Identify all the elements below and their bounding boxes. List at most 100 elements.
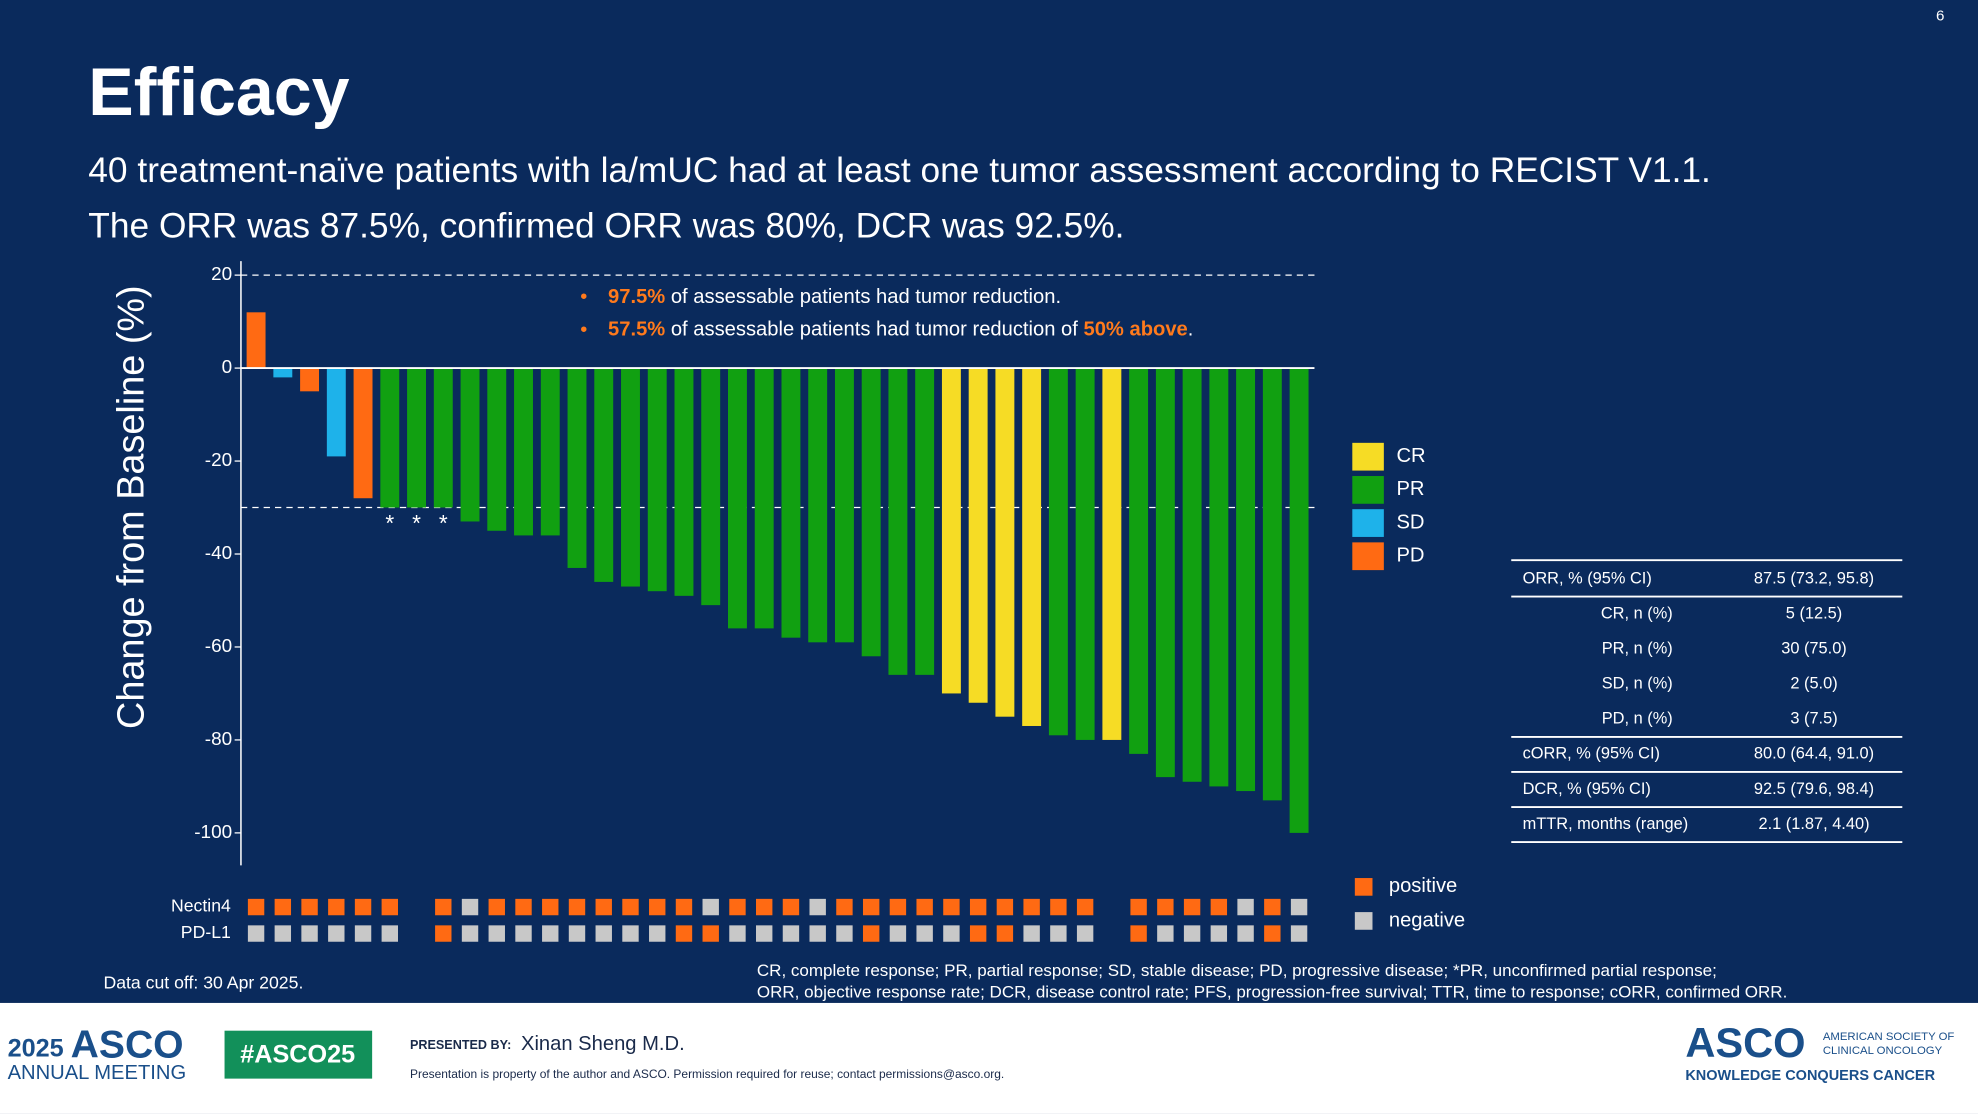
y-tick-label: 20 [211,264,232,285]
bar [1102,368,1122,740]
table-label: ORR, % (95% CI) [1523,569,1652,587]
note: * [439,510,448,536]
biomarker-cell [488,898,505,916]
table-value: 2 (5.0) [1790,675,1837,693]
biomarker-cell [809,925,826,942]
table-label: CR, n (%) [1601,604,1673,622]
society: CLINICAL ONCOLOGY [1823,1045,1943,1057]
logo: ASCO [1685,1019,1805,1066]
bar [781,368,801,638]
y-tick-label: -100 [194,822,232,843]
tagline: KNOWLEDGE CONQUERS CANCER [1685,1068,1935,1084]
hashtag: #ASCO25 [240,1041,355,1069]
note: * [385,510,394,536]
biomarker-cell [1290,925,1308,942]
biomarker-cell [969,925,987,942]
bar [621,368,640,587]
presenter: Xinan Sheng M.D. [521,1033,685,1055]
legend-label: CR [1396,445,1425,467]
biomarker-cell [595,925,612,942]
callout-text: . [1188,319,1194,341]
legend-swatch [1352,476,1384,504]
table-label: PR, n (%) [1602,640,1673,658]
bar [433,368,453,508]
biomarker-cell [649,925,666,942]
biomarker-cell [381,898,398,916]
biomarker-cell [836,925,853,942]
biomarker-cell [649,898,666,916]
biomarker-cell [1237,925,1254,942]
legend-swatch [1354,912,1373,930]
biomarker-cell [1210,925,1228,942]
footer-meeting: ANNUAL MEETING [8,1062,187,1084]
bar [834,368,854,643]
biomarker-cell [381,925,398,942]
biomarker-cell [675,925,693,942]
subtitle: The ORR was 87.5%, confirmed ORR was 80%… [88,207,1124,246]
biomarker-cell [435,898,452,916]
bar [594,368,614,582]
table-value: 80.0 (64.4, 91.0) [1754,745,1874,763]
biomarker-cell [461,898,479,916]
biomarker-cell [274,925,292,942]
callout-text: of assessable patients had tumor reducti… [665,286,1061,308]
legend-swatch [1354,878,1373,896]
y-tick-label: -80 [205,729,232,750]
biomarker-cell [354,898,372,916]
biomarker-cell [782,898,800,916]
biomarker-cell [515,898,532,916]
bar [514,368,533,536]
notice: Presentation is property of the author a… [410,1067,1004,1081]
bar [1289,368,1309,833]
bar [701,368,721,606]
bar [727,368,747,629]
biomarker-cell [542,898,559,916]
biomarker-cell [354,925,372,942]
bar [380,368,400,508]
bar [540,368,560,536]
society: AMERICAN SOCIETY OF [1823,1031,1955,1043]
note: * [412,510,421,536]
y-tick-label: -20 [205,450,232,471]
footnote: ORR, objective response rate; DCR, disea… [757,982,1787,1001]
table-label: PD, n (%) [1602,710,1673,728]
biomarker-cell [301,898,318,916]
presented-by: PRESENTED BY: [410,1038,511,1052]
table-value: 3 (7.5) [1790,710,1837,728]
table-value: 2.1 (1.87, 4.40) [1758,815,1869,833]
biomarker-cell [943,898,960,916]
table-value: 92.5 (79.6, 98.4) [1754,780,1874,798]
biomarker-cell [622,898,639,916]
biomarker-cell [702,925,719,942]
biomarker-cell [809,898,826,916]
bar [273,368,293,378]
bar [1209,368,1229,787]
biomarker-cell [568,898,586,916]
legend-label: positive [1389,875,1457,897]
biomarker-cell [622,925,639,942]
bar [487,368,507,531]
table-label: cORR, % (95% CI) [1523,745,1660,763]
bullet: • [580,319,587,341]
biomarker-cell [435,925,452,942]
legend-label: PD [1396,545,1424,567]
bar [1022,368,1042,726]
biomarker-cell [916,898,933,916]
table-label: SD, n (%) [1602,675,1673,693]
biomarker-cell [1023,898,1040,916]
callout: 97.5% of assessable patients had tumor r… [608,286,1061,308]
bar [915,368,935,675]
biomarker-cell [1050,925,1067,942]
background [0,0,1978,1003]
bar [1262,368,1282,801]
table-value: 87.5 (73.2, 95.8) [1754,569,1874,587]
slide-number: 6 [1936,7,1944,24]
biomarker-cell [756,898,773,916]
biomarker-cell [328,925,345,942]
bar [353,368,373,499]
bar [1155,368,1175,778]
bar [300,368,320,392]
callout-highlight: 57.5% [608,319,665,341]
biomarker-cell [301,925,318,942]
